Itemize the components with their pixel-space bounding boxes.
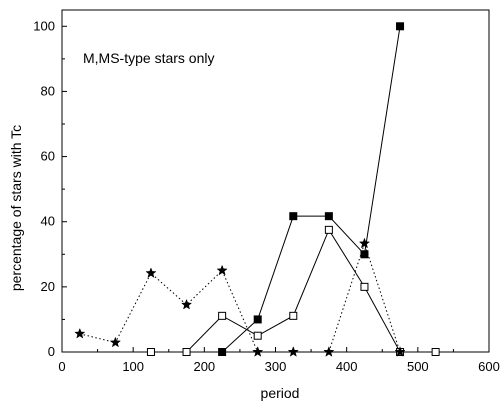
x-tick-label: 0 [58,359,65,374]
data-point-star [145,267,157,278]
data-point-open-square [182,348,191,356]
data-point-star [358,237,371,249]
x-tick-label: 400 [336,359,358,374]
data-point-open-square [324,225,333,234]
data-point-filled-square [253,315,262,324]
series-line-star [79,241,401,353]
y-tick-label: 100 [33,18,55,33]
data-point-open-square [218,311,227,320]
data-point-open-square [289,311,298,320]
data-point-open-square [431,348,440,356]
axis-ticks: 0 100 200 300 400 500 600 0 20 40 60 80 100 [33,18,500,374]
data-point-filled-square [289,212,298,221]
x-tick-label: 200 [193,359,215,374]
data-point-open-square [253,331,262,340]
y-tick-label: 80 [41,83,55,98]
y-axis-label: percentage of stars with Tc [8,125,24,291]
x-tick-label: 500 [407,359,429,374]
data-point-open-square [360,282,369,291]
data-point-open-square [146,348,155,356]
data-point-filled-square [218,348,227,356]
series-line-open-square [150,228,436,353]
data-point-star [252,346,264,357]
y-tick-label: 60 [41,149,55,164]
x-tick-label: 300 [265,359,287,374]
data-point-star [74,327,86,339]
series-star [74,237,406,357]
series-layer [74,22,440,357]
data-point-star [323,346,335,357]
data-point-filled-square [396,22,405,31]
chart-annotation: M,MS-type stars only [83,50,214,66]
y-tick-label: 20 [41,279,55,294]
y-tick-label: 0 [48,344,55,359]
data-point-star [109,336,121,348]
data-point-star [287,346,299,357]
series-line-filled-square [221,26,401,353]
data-point-star [216,264,228,276]
series-open-square [146,225,440,356]
data-point-star [394,346,406,357]
data-point-filled-square [324,212,333,221]
x-tick-label: 100 [122,359,144,374]
y-tick-label: 40 [41,214,55,229]
data-point-star [180,298,193,310]
x-tick-label: 600 [478,359,500,374]
x-axis-label: period [261,385,300,401]
series-filled-square [218,22,405,356]
